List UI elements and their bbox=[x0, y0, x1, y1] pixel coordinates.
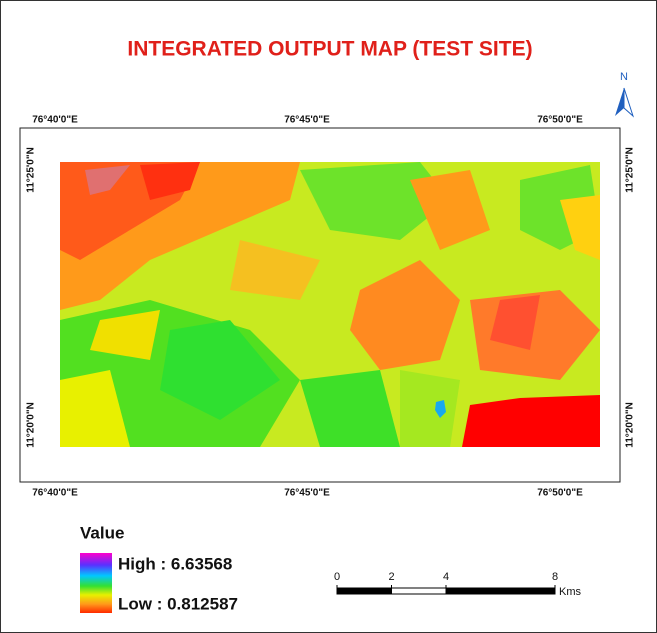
latitude-label: 11°20'0"N bbox=[625, 402, 636, 448]
legend-high: High : 6.63568 bbox=[118, 554, 232, 573]
scale-tick-label: 8 bbox=[552, 571, 558, 583]
latitude-label: 11°20'0"N bbox=[26, 402, 37, 448]
legend-ramp bbox=[80, 553, 112, 613]
scale-tick-label: 2 bbox=[388, 571, 394, 583]
scale-segment bbox=[392, 588, 447, 594]
latitude-label: 11°25'0"N bbox=[26, 147, 37, 193]
longitude-label: 76°45'0"E bbox=[284, 115, 330, 126]
map-title: INTEGRATED OUTPUT MAP (TEST SITE) bbox=[127, 38, 532, 61]
latitude-label: 11°25'0"N bbox=[625, 147, 636, 193]
legend-low: Low : 0.812587 bbox=[118, 594, 238, 613]
longitude-label: 76°45'0"E bbox=[284, 488, 330, 499]
legend-title: Value bbox=[80, 523, 124, 542]
scale-tick-label: 4 bbox=[443, 571, 449, 583]
longitude-label: 76°50'0"E bbox=[537, 115, 583, 126]
scale-tick-label: 0 bbox=[334, 571, 340, 583]
map-layout: INTEGRATED OUTPUT MAP (TEST SITE) N 76°4… bbox=[0, 0, 657, 633]
north-label: N bbox=[620, 71, 628, 83]
longitude-label: 76°40'0"E bbox=[32, 488, 78, 499]
scale-segment bbox=[446, 588, 555, 594]
page: {"title": "INTEGRATED OUTPUT MAP (TEST S… bbox=[0, 0, 657, 633]
scale-segment bbox=[337, 588, 392, 594]
longitude-label: 76°50'0"E bbox=[537, 488, 583, 499]
raster bbox=[60, 162, 600, 447]
longitude-label: 76°40'0"E bbox=[32, 115, 78, 126]
scale-unit: Kms bbox=[559, 586, 582, 598]
